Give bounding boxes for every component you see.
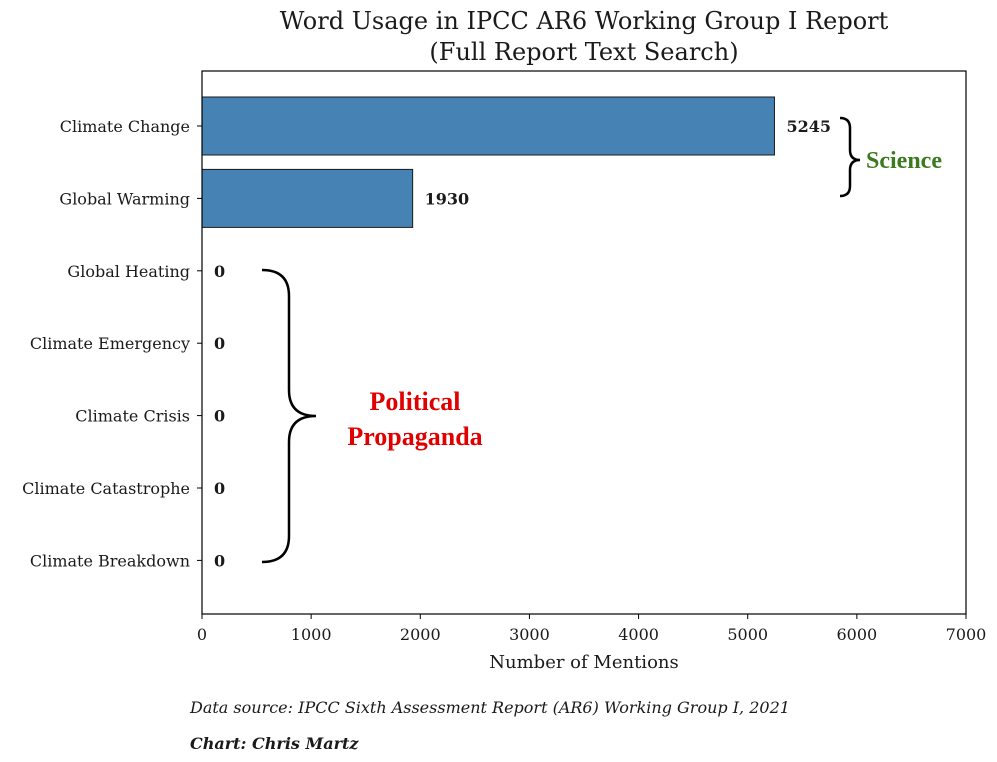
- bar-climate-change: [201, 96, 775, 156]
- x-tick-label: 7000: [946, 625, 987, 644]
- data-source-note: Data source: IPCC Sixth Assessment Repor…: [190, 698, 790, 717]
- value-label: 5245: [786, 117, 831, 136]
- value-label: 1930: [425, 189, 470, 208]
- x-tick-label: 0: [197, 625, 207, 644]
- x-axis-label: Number of Mentions: [489, 652, 678, 673]
- y-tick-label: Climate Change: [60, 117, 190, 136]
- y-tick-label: Global Warming: [59, 189, 190, 208]
- plot-frame: [201, 70, 967, 615]
- x-tick-label: 4000: [618, 625, 659, 644]
- political-annotation-line2: Propaganda: [347, 422, 482, 451]
- chart-title-line1: Word Usage in IPCC AR6 Working Group I R…: [280, 7, 889, 35]
- political-brace: [261, 268, 317, 564]
- y-tick-label: Climate Emergency: [30, 334, 190, 353]
- value-label: 0: [214, 334, 225, 353]
- value-label: 0: [214, 551, 225, 570]
- axis-ticks-group: Climate Change Global Warming Global Heati…: [22, 117, 986, 644]
- science-brace: [839, 116, 861, 198]
- x-tick-label: 2000: [400, 625, 441, 644]
- y-tick-label: Global Heating: [67, 262, 190, 281]
- political-annotation-line1: Political: [370, 387, 461, 416]
- value-label: 0: [214, 479, 225, 498]
- y-tick-label: Climate Breakdown: [30, 551, 190, 570]
- chart-credit: Chart: Chris Martz: [190, 734, 359, 753]
- x-tick-label: 6000: [836, 625, 877, 644]
- bar-global-warming: [201, 168, 414, 228]
- x-tick-label: 1000: [291, 625, 332, 644]
- value-label: 0: [214, 407, 225, 426]
- value-label: 0: [214, 262, 225, 281]
- x-tick-label: 5000: [727, 625, 768, 644]
- chart-title-line2: (Full Report Text Search): [429, 38, 738, 66]
- y-tick-label: Climate Crisis: [75, 407, 190, 426]
- y-tick-label: Climate Catastrophe: [22, 479, 190, 498]
- science-annotation: Science: [866, 148, 942, 174]
- x-tick-label: 3000: [509, 625, 550, 644]
- bars-group: 5245 1930 0 0 0 0 0: [201, 96, 831, 570]
